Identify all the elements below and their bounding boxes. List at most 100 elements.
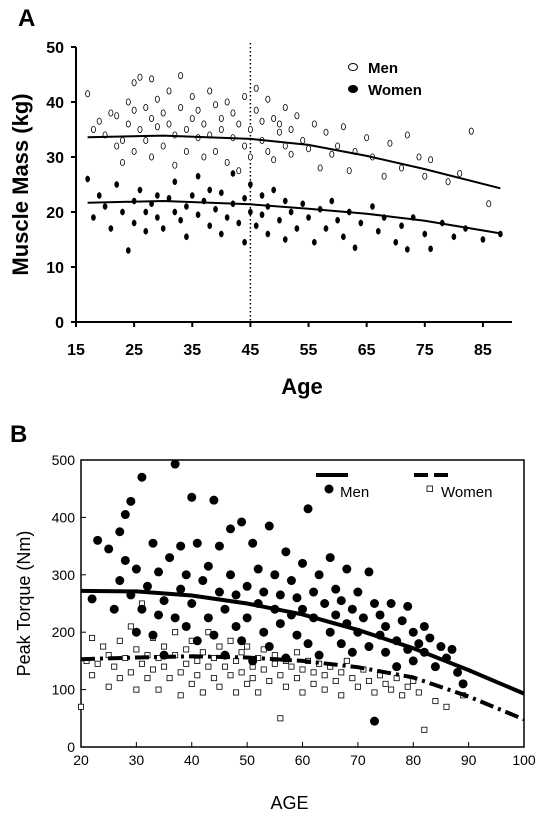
point-women: [89, 634, 96, 641]
x-tick-label-a: 85: [474, 342, 492, 359]
panel-label-a: A: [18, 5, 35, 32]
point-men: [181, 621, 191, 631]
point-men: [120, 510, 130, 520]
point-men: [192, 636, 202, 646]
point-women: [443, 703, 450, 710]
point-women: [137, 186, 143, 194]
point-men: [214, 541, 224, 551]
point-men: [253, 84, 259, 92]
point-men: [264, 642, 274, 652]
point-men: [323, 128, 329, 136]
point-women: [253, 222, 259, 230]
point-men: [331, 610, 341, 620]
point-men: [331, 584, 341, 594]
point-women: [96, 192, 102, 199]
point-men: [457, 169, 463, 177]
point-men: [288, 150, 294, 158]
x-tick-label-b: 70: [350, 752, 366, 768]
point-women: [388, 686, 395, 693]
point-men: [154, 123, 160, 131]
point-men: [336, 639, 346, 649]
point-men: [226, 570, 236, 580]
x-tick-label-b: 90: [461, 752, 477, 768]
y-tick-label-a: 0: [55, 315, 64, 332]
point-women: [432, 698, 439, 705]
point-men: [160, 109, 166, 117]
point-women: [172, 208, 178, 216]
point-men: [276, 128, 282, 136]
point-women: [415, 689, 422, 696]
point-men: [430, 662, 440, 672]
point-men: [120, 158, 126, 166]
point-men: [381, 172, 387, 180]
point-women: [349, 675, 356, 682]
y-tick-label-a: 50: [46, 40, 64, 57]
point-men: [336, 596, 346, 606]
point-men: [131, 147, 137, 155]
y-tick-label-b: 0: [67, 739, 75, 755]
point-men: [226, 524, 236, 534]
point-women: [155, 214, 160, 221]
point-women: [189, 192, 195, 199]
y-tick-label-b: 400: [52, 509, 76, 525]
point-women: [216, 643, 223, 650]
y-tick-label-b: 200: [52, 624, 76, 640]
point-women: [183, 646, 190, 653]
point-men: [131, 106, 137, 114]
point-men: [419, 621, 429, 631]
point-men: [230, 109, 236, 117]
point-women: [218, 230, 224, 238]
point-women: [332, 677, 339, 684]
point-men: [148, 538, 158, 548]
point-men: [108, 109, 114, 117]
y-tick-label-a: 20: [46, 205, 64, 222]
point-women: [143, 208, 149, 216]
point-men: [342, 564, 352, 574]
point-men: [165, 553, 175, 563]
point-women: [277, 216, 282, 224]
point-women: [299, 666, 306, 673]
point-women: [354, 683, 361, 690]
point-men: [96, 117, 102, 125]
point-men: [143, 136, 149, 144]
point-women: [404, 683, 411, 690]
point-women: [236, 219, 242, 227]
point-women: [144, 675, 151, 682]
point-women: [155, 686, 162, 693]
point-men: [264, 521, 274, 531]
point-women: [194, 672, 201, 679]
legend-label-men: Men: [368, 60, 398, 77]
point-women: [177, 669, 184, 676]
plot-frame-b: [80, 459, 525, 748]
point-women: [213, 205, 218, 213]
point-men: [137, 604, 147, 614]
x-tick-label-b: 60: [295, 752, 311, 768]
point-men: [104, 544, 114, 554]
point-men: [137, 73, 143, 81]
point-men: [170, 459, 180, 469]
point-men: [93, 535, 103, 545]
point-men: [358, 613, 368, 623]
point-men: [404, 131, 410, 139]
point-women: [265, 230, 271, 238]
point-men: [325, 553, 335, 563]
y-axis-label-b: Peak Torque (Nm): [14, 531, 34, 677]
legend-marker-men: [348, 63, 358, 71]
point-men: [364, 134, 370, 142]
point-men: [271, 115, 277, 123]
point-women: [105, 683, 112, 690]
point-women: [114, 181, 120, 188]
point-women: [210, 655, 217, 662]
point-men: [425, 633, 435, 643]
point-men: [125, 98, 131, 106]
point-men: [109, 604, 119, 614]
point-men: [85, 90, 91, 98]
point-men: [329, 150, 335, 158]
point-men: [275, 590, 285, 600]
point-men: [201, 153, 207, 161]
point-men: [414, 639, 424, 649]
point-men: [183, 147, 189, 155]
point-women: [266, 677, 273, 684]
fit-line-women: [80, 654, 525, 722]
point-women: [184, 203, 189, 210]
